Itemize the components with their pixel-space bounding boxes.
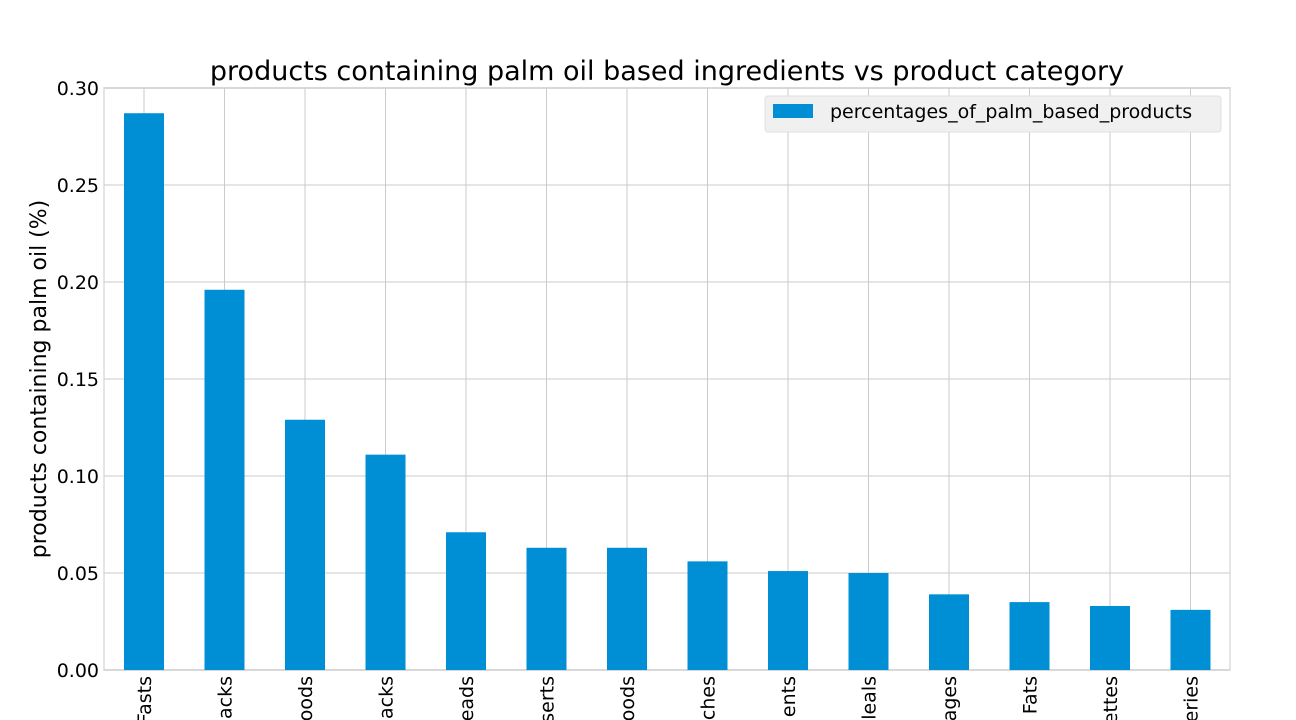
x-tick-label: ages <box>939 676 961 720</box>
bar <box>687 561 728 670</box>
bar <box>365 454 406 670</box>
x-tick-label: ches <box>698 676 720 720</box>
y-tick-label: 0.30 <box>57 78 99 100</box>
y-axis-label: products containing palm oil (%) <box>27 200 52 558</box>
y-tick-label: 0.25 <box>57 175 99 197</box>
legend-label: percentages_of_palm_based_products <box>830 101 1192 123</box>
x-tick-labels: Fasts acks oods acks eads serts oods ches ents le… <box>134 676 1203 720</box>
bar <box>285 419 325 670</box>
x-tick-label: Fasts <box>134 676 156 720</box>
bar <box>204 289 245 670</box>
x-tick-label: ettes <box>1100 676 1122 720</box>
bar <box>526 547 567 670</box>
bar <box>768 571 808 670</box>
x-tick-label: oods <box>295 676 317 720</box>
bar <box>848 573 889 670</box>
legend-swatch <box>773 104 813 118</box>
x-tick-label: leals <box>859 676 881 720</box>
legend-box <box>764 95 1222 133</box>
x-tick-label: Fats <box>1020 676 1042 714</box>
y-tick-label: 0.20 <box>57 272 99 294</box>
bar <box>607 547 647 670</box>
x-tick-label: oods <box>617 676 639 720</box>
y-tick-label: 0.15 <box>57 369 99 391</box>
y-tick-label: 0.05 <box>57 563 99 585</box>
bars <box>124 113 1211 671</box>
bar <box>446 532 486 670</box>
y-tick-label: 0.00 <box>57 660 99 682</box>
x-tick-label: acks <box>215 676 237 719</box>
legend: percentages_of_palm_based_products <box>764 95 1222 133</box>
bar <box>124 113 164 671</box>
chart-title: products containing palm oil based ingre… <box>210 56 1124 87</box>
x-tick-label: serts <box>537 676 559 720</box>
x-tick-label: eads <box>456 676 478 720</box>
y-tick-label: 0.10 <box>57 466 99 488</box>
bar <box>1009 602 1050 670</box>
bar <box>929 594 969 670</box>
x-tick-label: acks <box>376 676 398 719</box>
bar <box>1090 605 1130 670</box>
x-tick-label: eries <box>1181 676 1203 720</box>
y-tick-labels: 0.00 0.05 0.10 0.15 0.20 0.25 0.30 <box>57 78 99 682</box>
bar <box>1170 609 1211 670</box>
x-tick-label: ents <box>778 676 800 717</box>
